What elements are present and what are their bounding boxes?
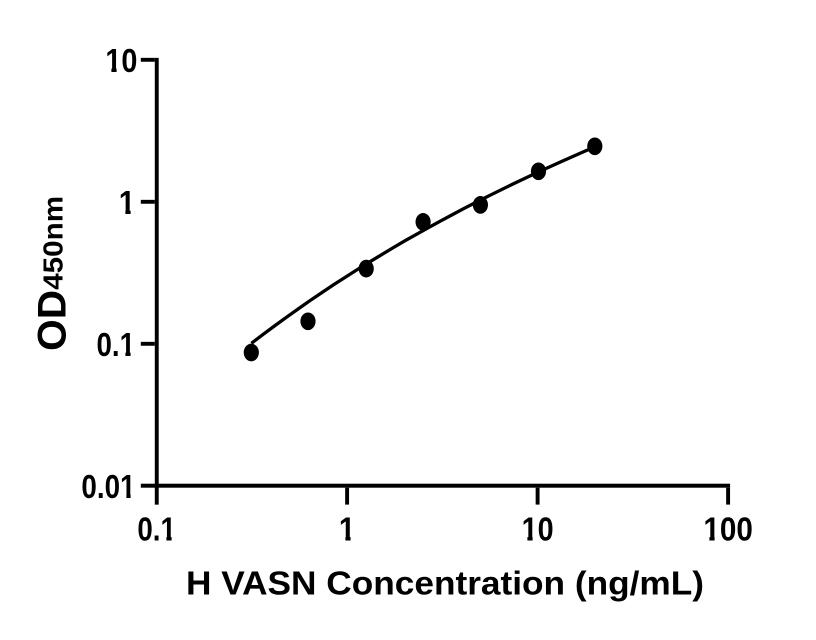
svg-text:1: 1 [339,512,355,549]
svg-text:1: 1 [119,185,135,222]
svg-text:100: 100 [703,512,753,549]
svg-text:10: 10 [105,43,137,80]
svg-text:OD450nm: OD450nm [30,196,74,351]
svg-text:10: 10 [522,512,554,549]
svg-text:H VASN Concentration (ng/mL): H VASN Concentration (ng/mL) [186,566,704,603]
svg-text:0.1: 0.1 [137,512,176,549]
svg-text:0.01: 0.01 [81,469,135,506]
svg-text:0.1: 0.1 [97,327,136,364]
